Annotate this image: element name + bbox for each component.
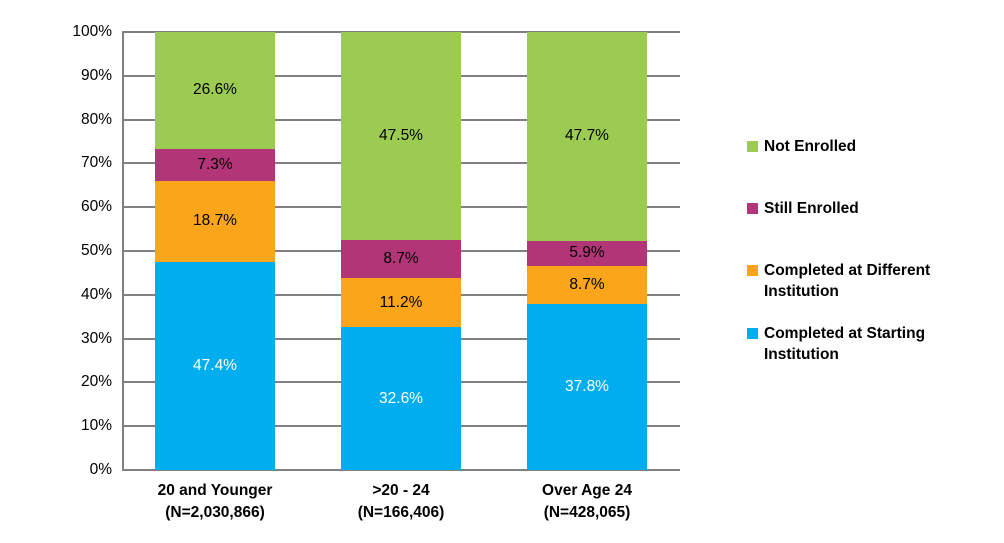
bar-segment-value-label: 26.6%: [193, 81, 237, 99]
y-axis-tick-label: 20%: [80, 373, 112, 391]
legend-item: Still Enrolled: [747, 198, 859, 219]
legend-label-line: Institution: [764, 283, 839, 300]
legend-label-line: Completed at Different: [764, 262, 931, 279]
legend-swatch: [747, 328, 758, 339]
category-label: Over Age 24 (N=428,065): [477, 480, 697, 524]
legend-label: Not Enrolled: [764, 136, 856, 157]
bar-segment: 18.7%: [155, 180, 275, 263]
bar-segment: 7.3%: [155, 148, 275, 181]
y-axis-tick-label: 80%: [80, 110, 112, 128]
bar-segment-value-label: 8.7%: [569, 276, 605, 294]
legend-label: Still Enrolled: [764, 198, 859, 219]
category-label: >20 - 24 (N=166,406): [291, 480, 511, 524]
category-label-line2: (N=428,065): [543, 504, 631, 521]
legend-item: Completed at Starting Institution: [747, 323, 925, 365]
plot-area: 47.4% 18.7% 7.3% 26.6% 32.6% 11.2% 8.7% 47.5% 37…: [123, 31, 680, 471]
category-label-line2: (N=166,406): [357, 504, 445, 521]
category-label-line1: 20 and Younger: [157, 482, 273, 499]
bar-segment-value-label: 8.7%: [383, 250, 419, 268]
bar-segment-value-label: 47.4%: [193, 357, 237, 375]
stacked-bar: 47.4% 18.7% 7.3% 26.6%: [155, 32, 275, 470]
legend-label-line: Institution: [764, 346, 839, 363]
y-axis-tick-label: 70%: [80, 154, 112, 172]
bar-segment-value-label: 32.6%: [379, 389, 423, 407]
legend-label: Completed at Different Institution: [764, 260, 930, 302]
y-axis-tick-label: 0%: [89, 461, 112, 478]
category-label: 20 and Younger (N=2,030,866): [105, 480, 325, 524]
bar-segment: 37.8%: [527, 304, 647, 470]
legend-swatch: [747, 265, 758, 276]
y-axis-tick-label: 100%: [72, 23, 112, 40]
y-axis-tick-label: 40%: [80, 285, 112, 303]
gridline: [123, 469, 680, 471]
y-axis-tick-label: 10%: [80, 417, 112, 435]
bar-segment-value-label: 47.7%: [565, 127, 609, 145]
bar-segment: 47.4%: [155, 262, 275, 470]
y-axis-tick-label: 90%: [80, 66, 112, 84]
bar-segment: 8.7%: [341, 240, 461, 279]
y-axis-tick-label: 60%: [80, 198, 112, 216]
bar-segment-value-label: 7.3%: [197, 155, 233, 173]
bar-segment-value-label: 11.2%: [379, 293, 423, 311]
bar-segment: 5.9%: [527, 240, 647, 267]
bar-segment: 47.7%: [527, 32, 647, 241]
legend-label-line: Still Enrolled: [764, 200, 859, 217]
legend-label: Completed at Starting Institution: [764, 323, 925, 365]
legend-swatch: [747, 203, 758, 214]
bar-segment-value-label: 18.7%: [193, 212, 237, 230]
stacked-bar: 37.8% 8.7% 5.9% 47.7%: [527, 32, 647, 470]
category-label-line1: >20 - 24: [372, 482, 430, 499]
bar-segment: 26.6%: [155, 32, 275, 149]
bar-segment-value-label: 47.5%: [379, 127, 423, 145]
legend-item: Completed at Different Institution: [747, 260, 930, 302]
bar-segment-value-label: 37.8%: [565, 378, 609, 396]
category-label-line2: (N=2,030,866): [165, 504, 265, 521]
y-axis-tick-label: 30%: [80, 329, 112, 347]
category-label-line1: Over Age 24: [542, 482, 632, 499]
bar-segment: 47.5%: [341, 32, 461, 241]
bar-segment: 11.2%: [341, 278, 461, 328]
legend-item: Not Enrolled: [747, 136, 856, 157]
legend-swatch: [747, 141, 758, 152]
gridline: [123, 31, 680, 33]
legend-label-line: Not Enrolled: [764, 138, 857, 155]
bar-segment: 8.7%: [527, 266, 647, 305]
y-axis-tick-label: 50%: [80, 242, 112, 259]
stacked-bar: 32.6% 11.2% 8.7% 47.5%: [341, 32, 461, 470]
bar-segment-value-label: 5.9%: [569, 244, 605, 262]
bar-segment: 32.6%: [341, 327, 461, 470]
legend-label-line: Completed at Starting: [764, 325, 926, 342]
